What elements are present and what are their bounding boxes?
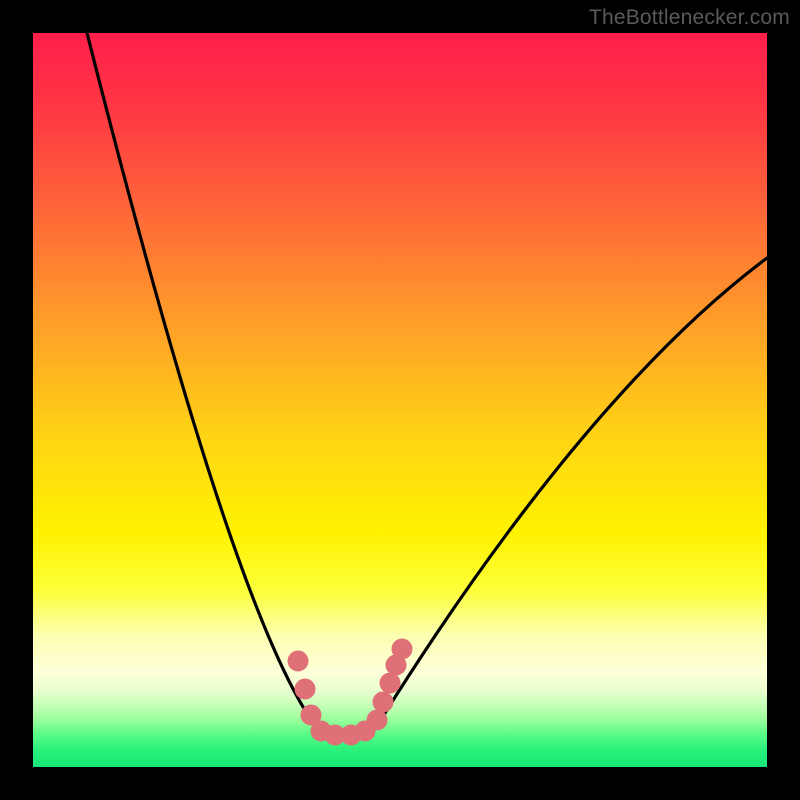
chart-overlay [33, 33, 767, 767]
attribution-text: TheBottlenecker.com [589, 6, 790, 30]
data-marker [373, 692, 393, 712]
data-marker [392, 639, 412, 659]
data-marker [367, 710, 387, 730]
marker-group [288, 639, 412, 745]
v-curve-line [87, 33, 767, 730]
data-marker [380, 673, 400, 693]
plot-area [33, 33, 767, 767]
data-marker [288, 651, 308, 671]
data-marker [295, 679, 315, 699]
